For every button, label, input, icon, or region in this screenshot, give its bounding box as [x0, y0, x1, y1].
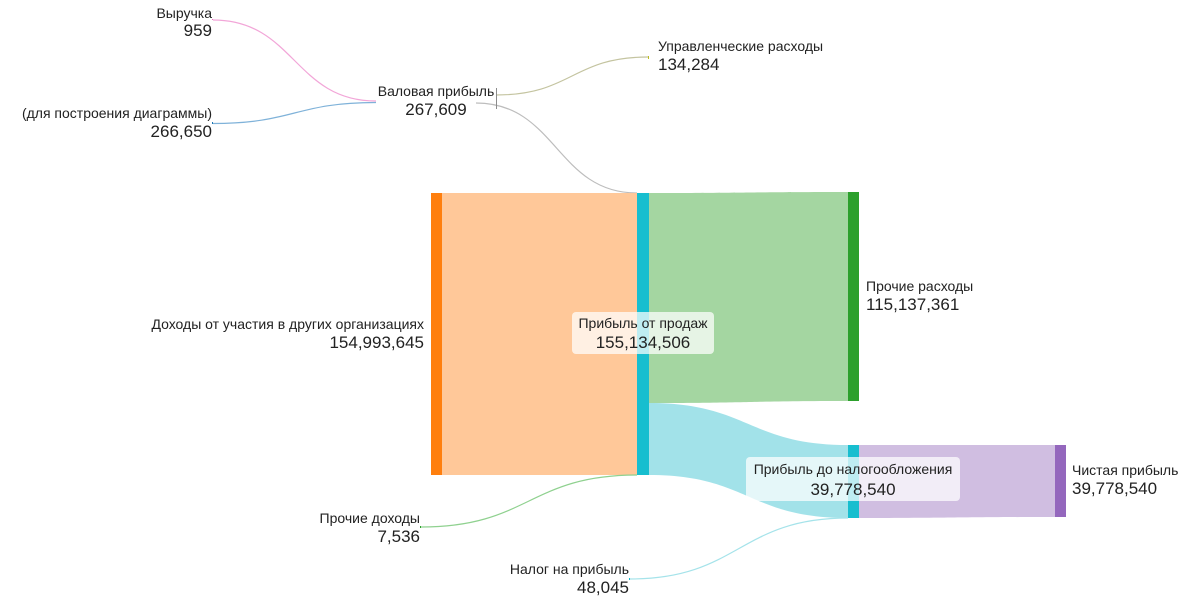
sankey-link-gross-to-sales_profit — [475, 102, 638, 194]
node-name-tax: Налог на прибыль — [510, 561, 629, 577]
node-label-gross: Валовая прибыль 267,609 — [378, 83, 495, 119]
node-name-for-diagram: (для построения диаграммы) — [22, 105, 212, 121]
sankey-link-tax-to-pretax — [629, 517, 849, 580]
sankey-link-gross-to-mgmt — [495, 56, 649, 96]
sankey-node-other_exp — [848, 192, 859, 401]
node-value-participation: 154,993,645 — [329, 333, 424, 352]
sankey-node-net — [1055, 445, 1066, 517]
sankey-node-for_diagram — [212, 122, 213, 124]
node-name-pretax: Прибыль до налогообложения — [754, 461, 953, 477]
node-label-pretax: Прибыль до налогообложения 39,778,540 — [746, 457, 960, 501]
node-name-net: Чистая прибыль — [1072, 462, 1178, 478]
node-label-tax: Налог на прибыль 48,045 — [510, 561, 629, 597]
sankey-node-other_income — [420, 526, 421, 528]
node-label-participation: Доходы от участия в других организациях … — [151, 316, 424, 352]
node-value-tax: 48,045 — [577, 578, 629, 597]
sankey-node-participation — [431, 193, 442, 475]
node-label-mgmt: Управленческие расходы 134,284 — [658, 38, 823, 74]
sankey-link-sales_profit-to-other_exp — [649, 192, 848, 403]
node-label-net: Чистая прибыль 39,778,540 — [1072, 462, 1178, 498]
node-value-other-income: 7,536 — [377, 527, 420, 546]
node-value-sales-profit: 155,134,506 — [596, 333, 691, 352]
sankey-link-revenue-to-gross — [212, 19, 377, 102]
node-label-sales-profit: Прибыль от продаж 155,134,506 — [572, 312, 714, 354]
node-value-pretax: 39,778,540 — [810, 480, 895, 499]
node-label-for-diagram: (для построения диаграммы) 266,650 — [22, 105, 212, 141]
node-value-gross: 267,609 — [405, 100, 466, 119]
node-value-for-diagram: 266,650 — [151, 122, 212, 141]
node-name-participation: Доходы от участия в других организациях — [151, 316, 424, 332]
node-value-revenue: 959 — [184, 21, 212, 40]
sankey-node-tax — [629, 578, 630, 580]
node-label-other-income: Прочие доходы 7,536 — [320, 510, 420, 546]
node-name-sales-profit: Прибыль от продаж — [578, 315, 708, 331]
node-label-revenue: Выручка 959 — [156, 5, 212, 40]
sankey-node-revenue — [212, 19, 213, 20]
sankey-node-gross — [496, 88, 497, 109]
node-value-mgmt: 134,284 — [658, 55, 719, 74]
node-value-net: 39,778,540 — [1072, 479, 1157, 498]
node-label-other-exp: Прочие расходы 115,137,361 — [866, 278, 973, 314]
node-name-other-exp: Прочие расходы — [866, 278, 973, 294]
sankey-node-mgmt — [648, 56, 649, 59]
node-name-gross: Валовая прибыль — [378, 83, 495, 99]
sankey-link-other_income-to-sales_profit — [420, 474, 638, 528]
label-backdrop — [572, 312, 714, 354]
node-value-other-exp: 115,137,361 — [866, 295, 959, 314]
label-backdrop — [746, 457, 960, 501]
node-name-revenue: Выручка — [156, 5, 212, 21]
node-name-other-income: Прочие доходы — [320, 510, 420, 526]
sankey-link-for_diagram-to-gross — [212, 101, 377, 125]
node-name-mgmt: Управленческие расходы — [658, 38, 823, 54]
sankey-link-participation-to-sales_profit — [442, 193, 637, 475]
